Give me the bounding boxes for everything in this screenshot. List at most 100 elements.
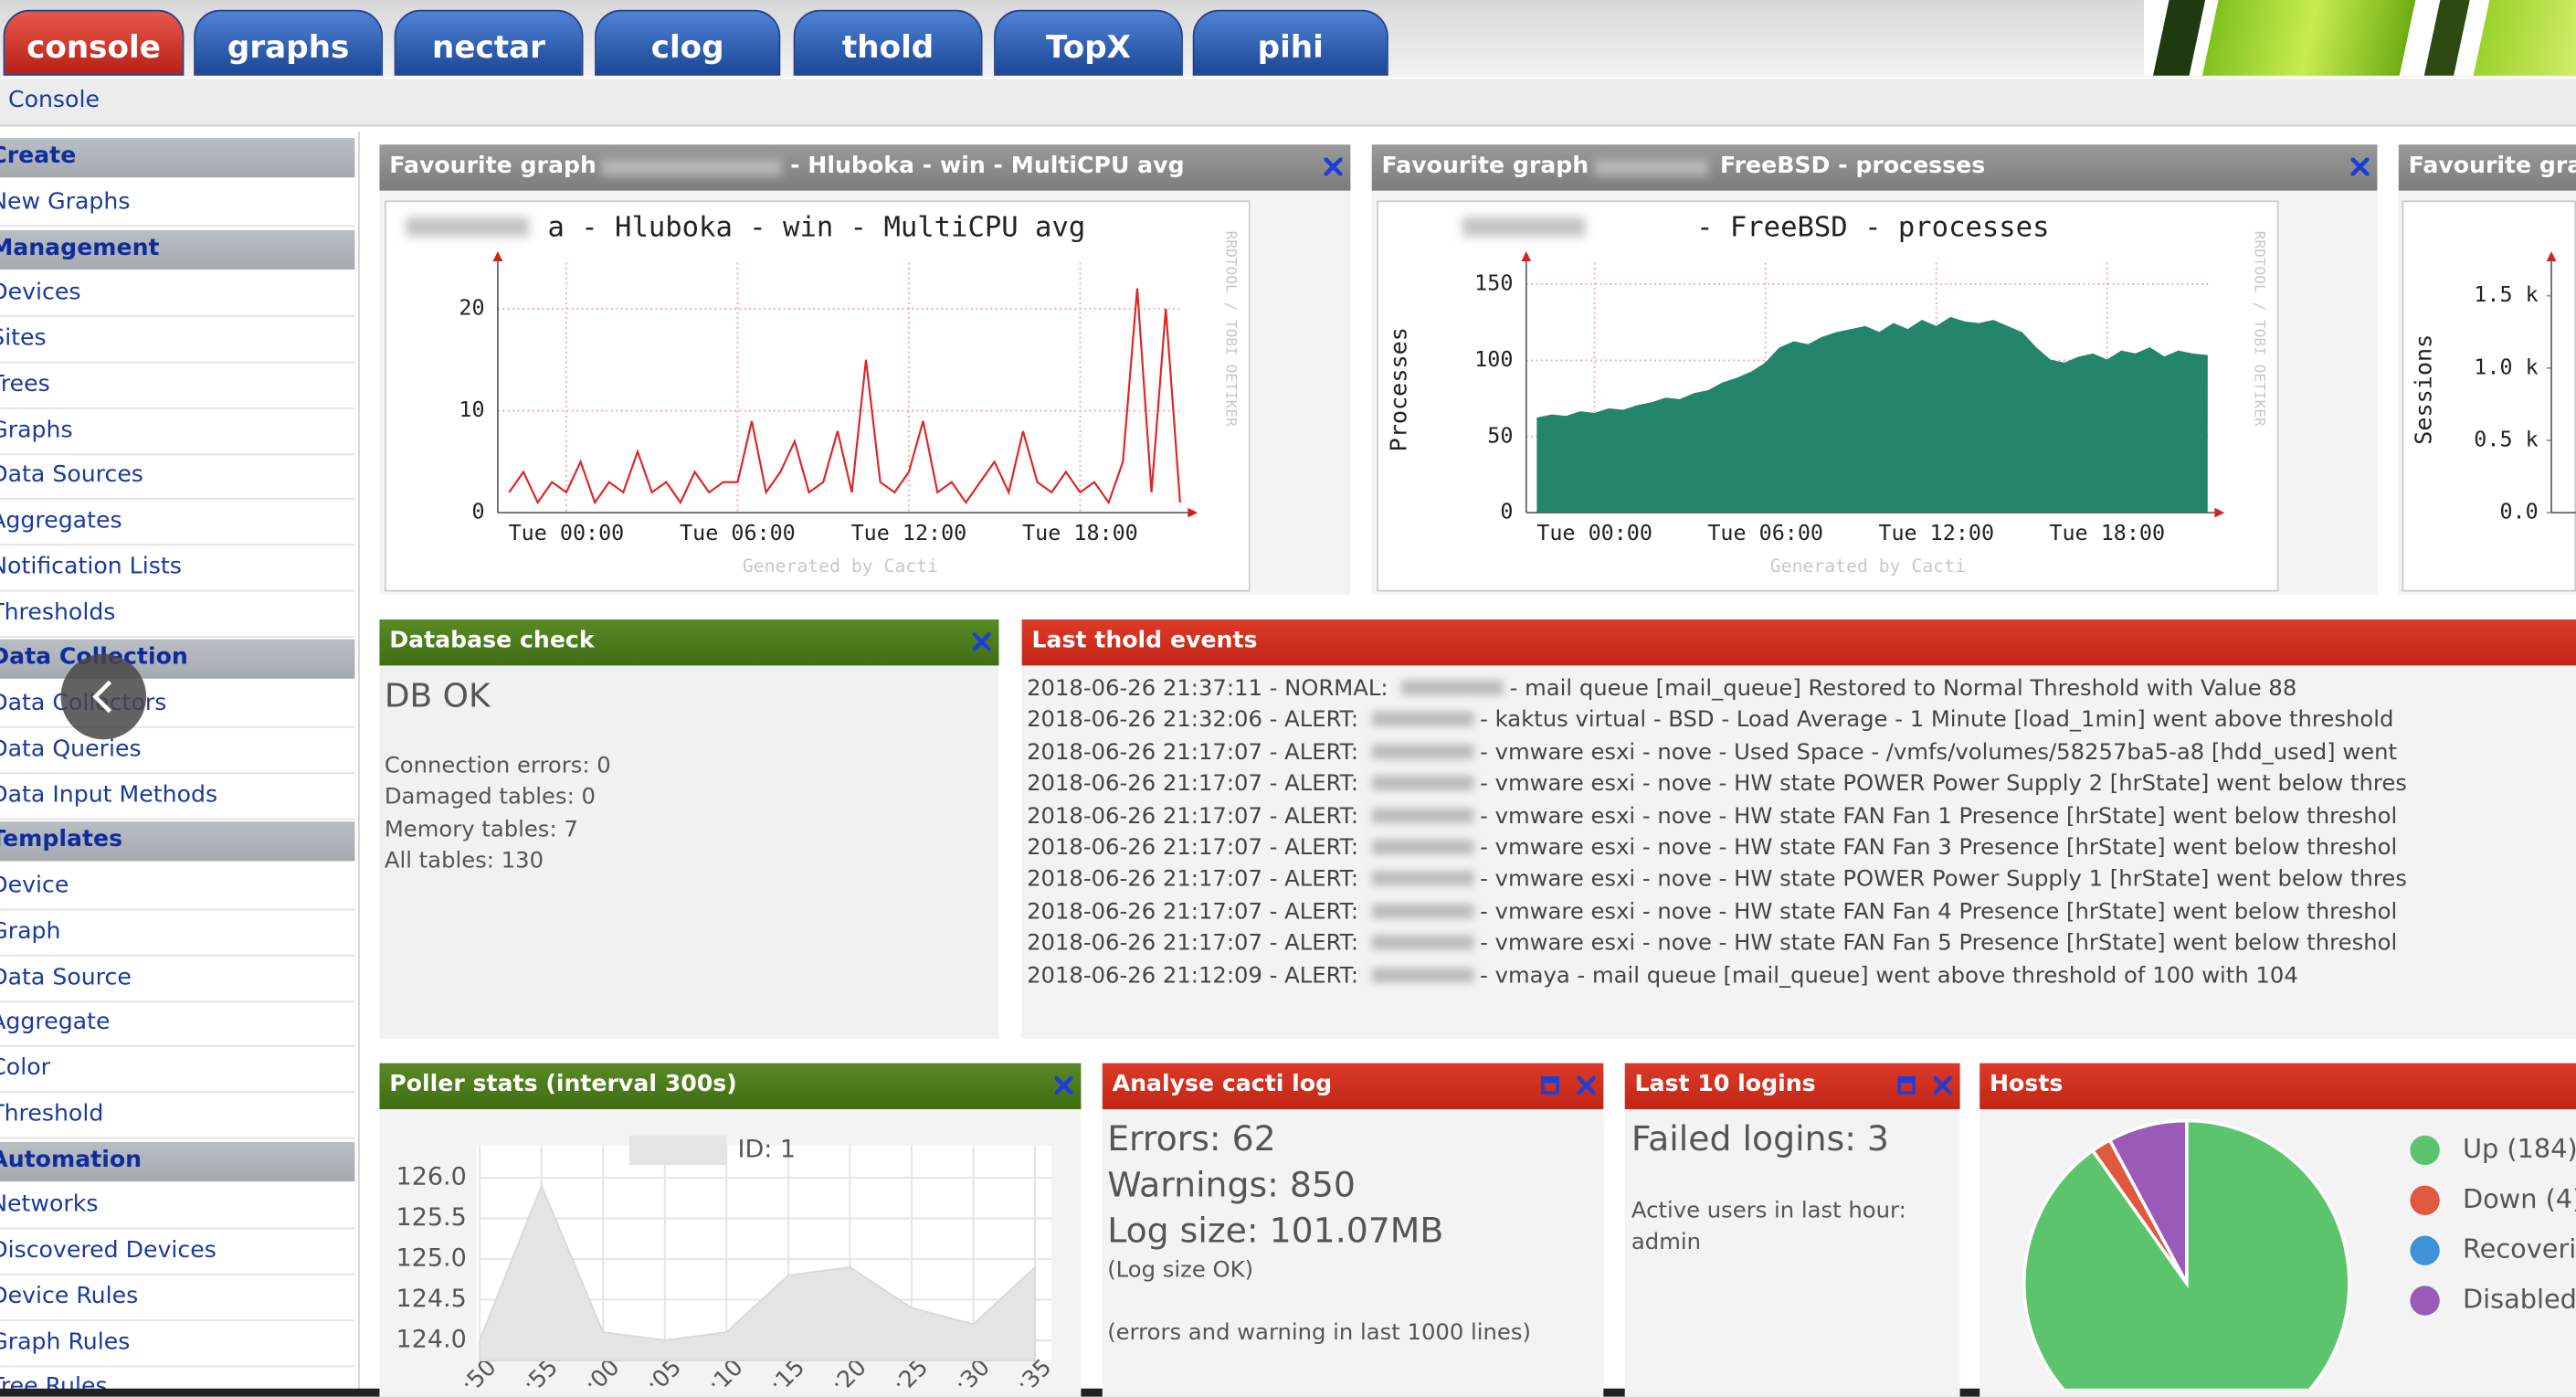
menu-item[interactable]: Networks	[0, 1191, 99, 1219]
menu-item[interactable]: Graph	[0, 918, 61, 946]
panel-header	[1021, 619, 2576, 666]
x-tick-label: Tue 18:00	[1022, 520, 1138, 545]
maximize-button[interactable]	[1540, 1076, 1559, 1095]
close-button[interactable]	[1054, 1076, 1073, 1095]
failed-logins: Failed logins: 3	[1631, 1119, 1889, 1159]
close-button[interactable]	[2350, 157, 2370, 176]
blurred-host	[1371, 935, 1473, 950]
event-message: - vmaya - mail queue [mail_queue] went a…	[1480, 962, 2298, 989]
graph-footer: Generated by Cacti	[1770, 556, 1966, 577]
axis-arrow	[2214, 507, 2225, 518]
panel-title: Favourite graph	[1381, 153, 1589, 180]
blurred-name	[406, 217, 530, 237]
menu-item[interactable]: Thresholds	[0, 598, 116, 626]
tab[interactable]: nectar	[394, 9, 584, 76]
event-prefix: 2018-06-26 21:17:07 - ALERT:	[1027, 834, 1359, 862]
close-button[interactable]	[1577, 1076, 1596, 1095]
menu-item[interactable]: Device	[0, 873, 69, 900]
menu-item[interactable]: Trees	[0, 371, 50, 398]
event-line: 2018-06-26 21:37:11 - NORMAL: - mail queu…	[1027, 673, 2296, 704]
y-tick-label: 10	[459, 397, 484, 422]
back-button[interactable]	[59, 652, 148, 741]
graph-watermark: RRDTOOL / TOBI OETIKER	[2251, 231, 2268, 427]
graph: Sessions 0.0 0.5 k 1.0 k 1.5 k	[2402, 200, 2576, 592]
menu-separator	[0, 1364, 355, 1367]
panel-body	[1624, 1108, 1960, 1397]
blurred-host	[1371, 903, 1473, 918]
axis-arrow	[492, 251, 503, 261]
menu-header-text[interactable]: Management	[0, 234, 160, 261]
y-tick-label: 0	[471, 499, 484, 524]
menu-item[interactable]: New Graphs	[0, 188, 131, 216]
panel-header	[1371, 144, 2378, 191]
tab[interactable]: pihi	[1192, 9, 1388, 76]
maximize-button[interactable]	[1897, 1076, 1916, 1095]
event-message: - vmware esxi - nove - HW state FAN Fan …	[1480, 898, 2398, 926]
menu-header-text[interactable]: Create	[0, 143, 77, 170]
panel-title: Favourite gra	[2408, 153, 2576, 180]
panel-title: Database check	[389, 628, 595, 655]
menu-separator	[0, 589, 355, 592]
menu-separator	[0, 725, 355, 728]
tab[interactable]: graphs	[194, 9, 384, 76]
event-message: - vmware esxi - nove - Used Space - /vmf…	[1480, 738, 2398, 766]
breadcrumb[interactable]: Console	[7, 87, 100, 114]
y-tick-label: 0.5 k	[2474, 426, 2538, 451]
y-tick-label: 100	[1474, 346, 1513, 372]
menu-separator	[0, 452, 355, 455]
menu-item[interactable]: Discovered Devices	[0, 1237, 216, 1265]
menu-item[interactable]: Notification Lists	[0, 553, 182, 580]
y-tick-label: 20	[459, 294, 484, 320]
menu-item[interactable]: Aggregates	[0, 508, 122, 534]
active-users: admin	[1631, 1228, 1702, 1255]
graph: a - Hluboka - win - MultiCPU avg Generate…	[384, 200, 1251, 592]
menu-header	[0, 821, 355, 862]
graph-frame	[384, 200, 1251, 592]
legend-swatch	[628, 1135, 726, 1166]
legend-label: Recovering	[2463, 1233, 2576, 1265]
menu-item[interactable]: Graphs	[0, 417, 73, 444]
close-button[interactable]	[972, 632, 991, 651]
graph-footer: Generated by Cacti	[743, 556, 938, 577]
graph-watermark: RRDTOOL / TOBI OETIKER	[1223, 231, 1240, 427]
menu-item[interactable]: Color	[0, 1054, 50, 1082]
axis-arrow	[2546, 251, 2557, 261]
panel-header	[379, 619, 999, 666]
menu-item[interactable]: Devices	[0, 280, 81, 307]
menu-item[interactable]: Aggregate	[0, 1010, 111, 1036]
menu-separator	[0, 954, 355, 957]
menu-item[interactable]: Data Sources	[0, 462, 143, 489]
menu-item[interactable]: Data Input Methods	[0, 781, 218, 809]
data-line	[508, 288, 1181, 505]
blurred-host	[1371, 712, 1473, 727]
menu-item[interactable]: Data Queries	[0, 736, 142, 763]
menu-item[interactable]: Device Rules	[0, 1283, 139, 1310]
tab[interactable]: console	[3, 9, 185, 76]
menu-separator	[0, 1273, 355, 1275]
graph-title: a - Hluboka - win - MultiCPU avg	[547, 211, 1085, 243]
panel-title: Analyse cacti log	[1112, 1071, 1333, 1098]
close-button[interactable]	[1933, 1076, 1952, 1095]
tab[interactable]: clog	[595, 9, 781, 76]
panel-title: Favourite graph	[389, 153, 596, 180]
menu-item[interactable]: Sites	[0, 325, 47, 353]
event-message: - vmware esxi - nove - HW state POWER Po…	[1480, 770, 2407, 798]
panel-title: Hosts	[1989, 1071, 2064, 1098]
menu-header-text[interactable]: Templates	[0, 827, 123, 854]
menu-item[interactable]: Graph Rules	[0, 1328, 131, 1356]
menu-item[interactable]: Threshold	[0, 1100, 104, 1127]
menu-separator	[0, 361, 355, 364]
db-line: Memory tables: 7	[384, 816, 578, 842]
menu-item[interactable]: Data Source	[0, 964, 132, 990]
menu-separator	[0, 224, 355, 227]
y-tick-label: 124.5	[396, 1285, 467, 1313]
event-line: 2018-06-26 21:17:07 - ALERT: - vmware esx…	[1027, 737, 2397, 768]
y-tick-label: 1.0 k	[2474, 354, 2538, 379]
menu-header-text[interactable]: Automation	[0, 1146, 143, 1173]
tab[interactable]: TopX	[994, 9, 1183, 76]
menu-separator	[0, 1000, 355, 1002]
close-button[interactable]	[1324, 157, 1343, 176]
panel-body	[379, 665, 999, 1039]
y-tick-label: 0.0	[2499, 499, 2538, 524]
tab[interactable]: thold	[793, 9, 983, 76]
